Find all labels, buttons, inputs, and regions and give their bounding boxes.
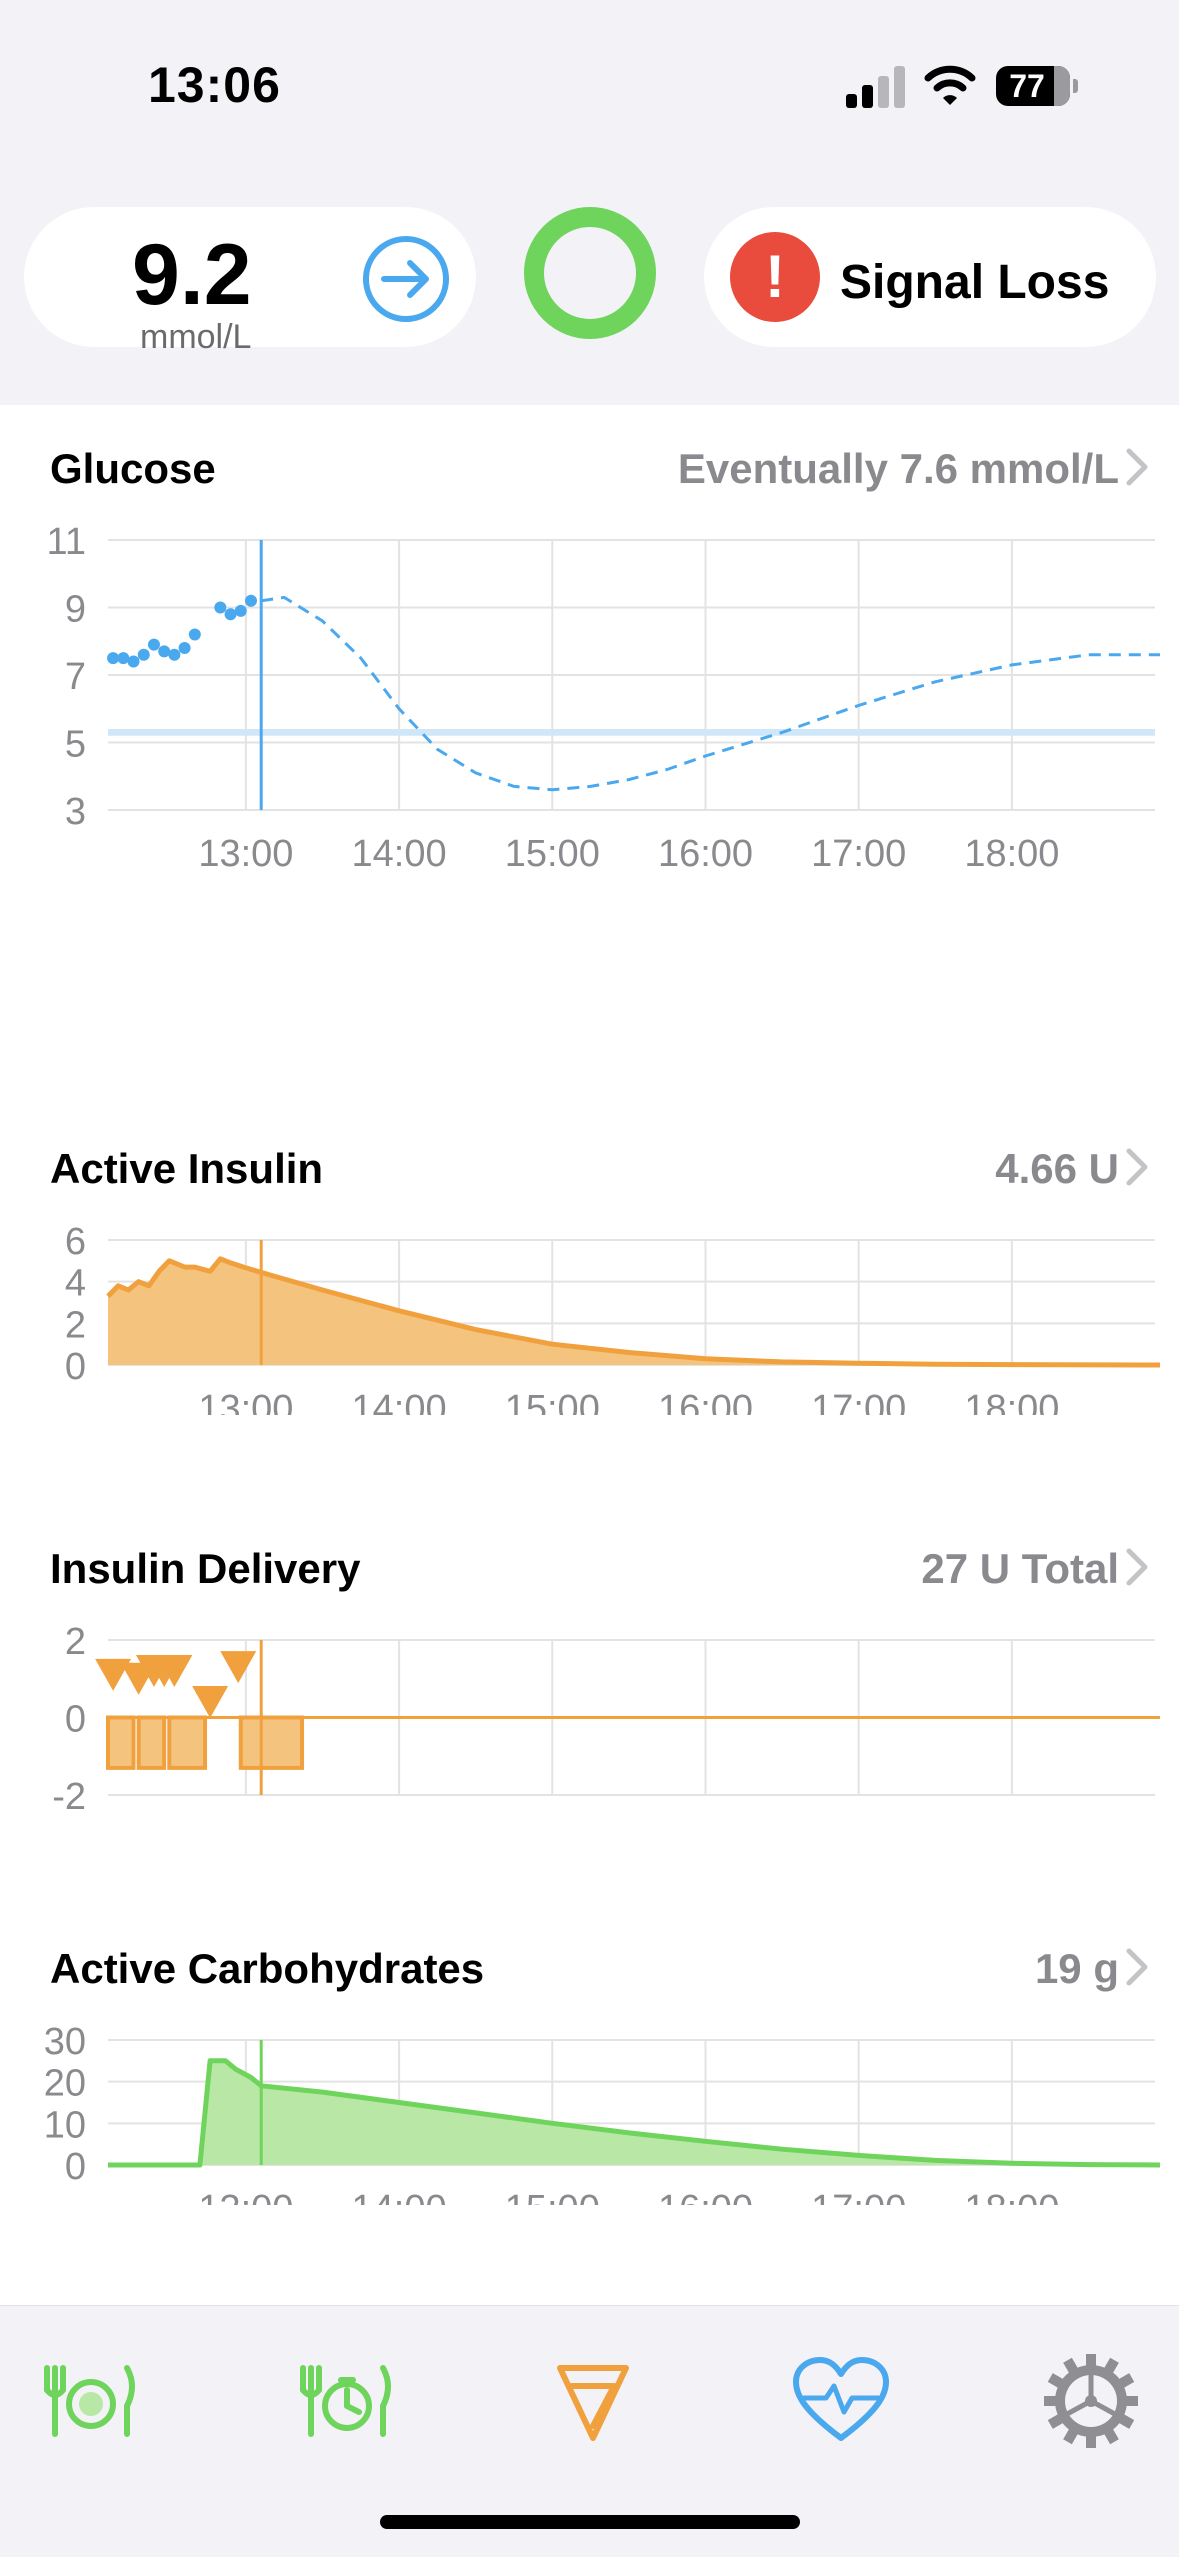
active-carbs-line <box>108 2058 1161 2168</box>
basal-segment <box>238 1715 305 1770</box>
bolus-marker <box>156 1655 193 1687</box>
y-tick-label: 11 <box>47 521 86 563</box>
basal-segment <box>167 1715 208 1770</box>
glucose-hud-pill[interactable]: 9.2 mmol/L <box>24 207 476 355</box>
y-tick-label: 4 <box>65 1263 86 1305</box>
bolus-marker <box>192 1686 229 1718</box>
glucose-point <box>244 594 257 607</box>
x-tick-label: 17:00 <box>811 1388 906 1415</box>
home-indicator[interactable] <box>380 2515 800 2529</box>
target-range-band <box>108 729 1155 736</box>
status-bar: 13:06 77 <box>0 0 1179 170</box>
chevron-right-icon <box>1126 1148 1148 1186</box>
glucose-point <box>137 648 150 661</box>
bolus-icon[interactable] <box>538 2346 648 2456</box>
carb-entry-icon[interactable] <box>35 2346 145 2456</box>
y-tick-label: 0 <box>65 1699 86 1741</box>
battery-level: 77 <box>1009 68 1045 104</box>
x-tick-label: 18:00 <box>964 2188 1059 2205</box>
glucose-chart: 11 9 7 5 3 13:00 14:00 15:00 16:00 17:00 18:00 <box>47 521 1160 870</box>
battery-icon: 77 <box>996 62 1080 110</box>
x-tick-label: 18:00 <box>964 833 1059 870</box>
glucose-point <box>158 645 171 658</box>
x-tick-label: 14:00 <box>352 2188 447 2205</box>
status-hud: 9.2 mmol/L ! Signal Loss <box>0 170 1179 405</box>
x-tick-label: 16:00 <box>658 1388 753 1415</box>
x-tick-label: 14:00 <box>352 1388 447 1415</box>
glucose-point <box>188 628 201 641</box>
signal-loss-label: Signal Loss <box>840 256 1110 309</box>
y-tick-label: 30 <box>44 2021 86 2063</box>
x-tick-label: 17:00 <box>811 2188 906 2205</box>
y-tick-label: 0 <box>65 1346 86 1388</box>
x-tick-label: 15:00 <box>505 833 600 870</box>
y-tick-label: 6 <box>65 1221 86 1263</box>
insulin-delivery-value: 27 U Total <box>921 1545 1119 1592</box>
glucose-point <box>214 601 227 614</box>
y-tick-label: 20 <box>44 2063 86 2105</box>
glucose-point <box>107 652 120 665</box>
current-glucose-value: 9.2 <box>132 227 252 323</box>
y-tick-label: 2 <box>65 1304 86 1346</box>
charts-list: Glucose Eventually 7.6 mmol/L 11 9 7 5 3 13:0… <box>0 405 1179 2305</box>
glucose-point <box>127 655 140 668</box>
y-tick-label: 10 <box>44 2104 86 2146</box>
x-tick-label: 18:00 <box>964 1388 1059 1415</box>
glucose-point <box>234 604 247 617</box>
glucose-point <box>168 648 181 661</box>
chevron-right-icon <box>1126 1948 1148 1986</box>
signal-loss-pill[interactable]: ! Signal Loss <box>704 207 1156 347</box>
x-tick-label: 17:00 <box>811 833 906 870</box>
chevron-right-icon <box>1126 1548 1148 1586</box>
glucose-point <box>178 642 191 654</box>
glucose-point <box>224 608 237 621</box>
active-insulin-title: Active Insulin <box>50 1145 324 1192</box>
arrow-right-circle-icon <box>363 236 449 322</box>
active-insulin-area <box>108 1258 1160 1365</box>
glucose-eventual-value: Eventually 7.6 mmol/L <box>677 445 1119 492</box>
status-time: 13:06 <box>148 57 281 113</box>
y-tick-label: 2 <box>65 1621 86 1663</box>
loop-ring-icon[interactable] <box>524 207 656 339</box>
x-tick-label: 13:00 <box>198 2188 293 2205</box>
glucose-title: Glucose <box>50 445 216 492</box>
insulin-delivery-title: Insulin Delivery <box>50 1545 361 1592</box>
active-carbs-area <box>108 2060 1160 2165</box>
glucose-prediction-line <box>260 595 1160 792</box>
y-tick-label: 0 <box>65 2146 86 2188</box>
bolus-marker <box>220 1651 257 1684</box>
x-tick-label: 15:00 <box>505 2188 600 2205</box>
x-tick-label: 15:00 <box>505 1388 600 1415</box>
y-tick-label: 9 <box>65 589 86 631</box>
bolus-marker <box>95 1658 132 1691</box>
alert-exclamation-icon: ! <box>730 232 820 322</box>
x-tick-label: 13:00 <box>198 1388 293 1415</box>
active-insulin-line <box>106 1256 1161 1368</box>
basal-segment <box>136 1715 167 1770</box>
health-heart-icon[interactable] <box>786 2346 896 2456</box>
x-tick-label: 16:00 <box>658 2188 753 2205</box>
chevron-right-icon <box>1126 448 1148 486</box>
wifi-icon <box>924 65 976 105</box>
cellular-signal-icon <box>846 66 905 108</box>
x-tick-label: 13:00 <box>198 833 293 870</box>
x-tick-label: 14:00 <box>352 833 447 870</box>
active-carbs-value: 19 g <box>1034 1945 1119 1992</box>
y-tick-label: 3 <box>65 791 86 833</box>
y-tick-label: 7 <box>65 656 86 698</box>
basal-segment <box>106 1715 136 1770</box>
active-carbs-title: Active Carbohydrates <box>50 1945 485 1992</box>
x-tick-label: 16:00 <box>658 833 753 870</box>
active-insulin-value: 4.66 U <box>995 1145 1119 1192</box>
y-tick-label: -2 <box>52 1776 86 1815</box>
glucose-point <box>147 638 160 651</box>
glucose-point <box>117 652 130 665</box>
pre-meal-icon[interactable] <box>291 2346 401 2456</box>
glucose-unit: mmol/L <box>140 318 252 356</box>
y-tick-label: 5 <box>65 724 86 766</box>
settings-gear-icon[interactable] <box>1036 2346 1146 2456</box>
